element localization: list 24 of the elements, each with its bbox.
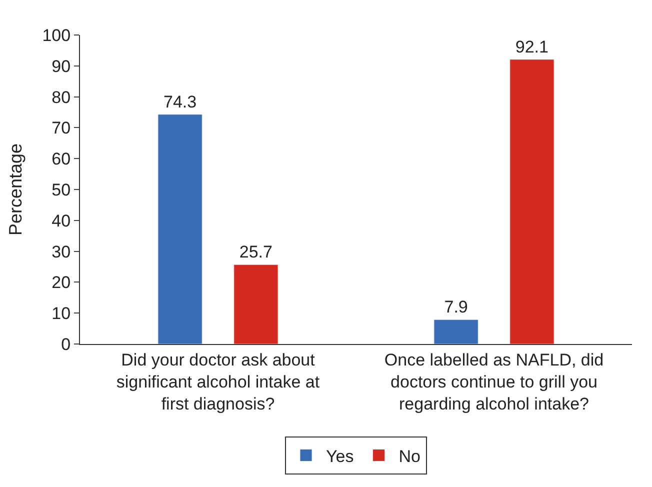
y-tick-label: 10 bbox=[52, 304, 71, 324]
x-tick-label: Once labelled as NAFLD, did doctors continue to grill you regarding alcohol intake? bbox=[384, 350, 604, 414]
bar bbox=[510, 59, 554, 344]
y-tick-label: 60 bbox=[52, 150, 71, 169]
data-label: 7.9 bbox=[444, 298, 468, 317]
y-tick-label: 30 bbox=[52, 242, 71, 262]
y-tick-label: 80 bbox=[52, 88, 71, 107]
legend-label: No bbox=[398, 446, 420, 466]
y-tick-label: 20 bbox=[52, 273, 71, 292]
y-tick-label: 0 bbox=[61, 334, 71, 354]
data-label: 25.7 bbox=[239, 242, 272, 262]
y-tick-label: 90 bbox=[52, 56, 71, 76]
data-label: 92.1 bbox=[515, 37, 548, 56]
y-tick-label: 50 bbox=[52, 180, 71, 200]
y-tick-label: 40 bbox=[52, 211, 71, 230]
data-label: 74.3 bbox=[164, 92, 197, 112]
bar bbox=[434, 319, 478, 344]
legend-label: Yes bbox=[326, 446, 354, 466]
bar bbox=[158, 114, 202, 344]
y-axis-title: Percentage bbox=[5, 143, 26, 236]
bar bbox=[234, 264, 278, 344]
y-tick-label: 100 bbox=[42, 26, 71, 45]
x-tick-label: Did your doctor ask about significant alcohol intake at first diagnosis? bbox=[116, 350, 320, 414]
y-tick-label: 70 bbox=[52, 118, 71, 138]
